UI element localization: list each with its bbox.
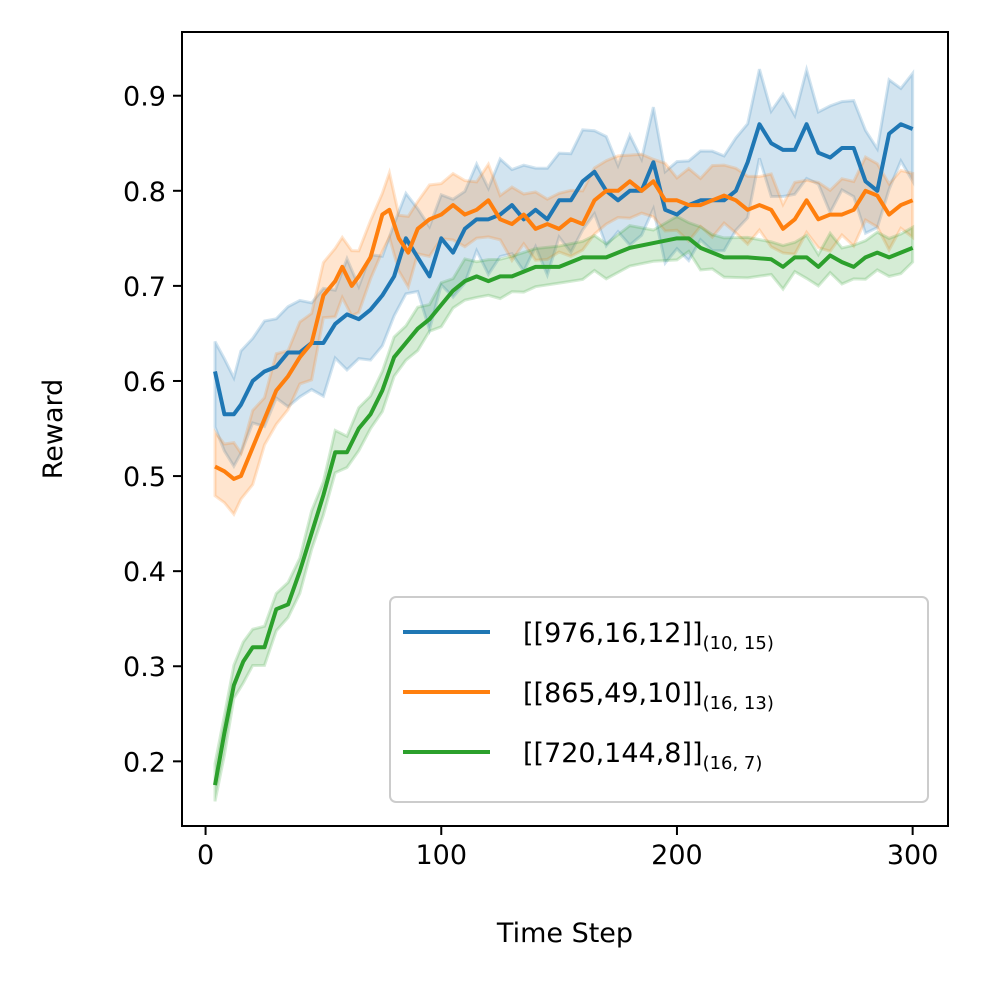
y-tick-label: 0.5	[123, 462, 166, 493]
x-tick-label: 200	[651, 840, 703, 871]
confidence-band-1	[213, 152, 915, 518]
y-tick-label: 0.6	[123, 367, 166, 398]
x-axis-label: Time Step	[496, 918, 633, 949]
plot-frame	[181, 31, 949, 827]
legend-label-0: [[976,16,12]](10, 15)	[523, 618, 774, 654]
series-line-0	[213, 122, 914, 417]
series-line-1	[214, 179, 914, 481]
legend-label-2: [[720,144,8]](16, 7)	[523, 738, 762, 774]
y-axis-label: Reward	[38, 379, 69, 480]
confidence-band-2	[213, 214, 915, 802]
legend: [[976,16,12]](10, 15) [[865,49,10]](16, 1…	[389, 596, 929, 803]
x-tick-label: 300	[887, 840, 939, 871]
y-tick-label: 0.8	[123, 177, 166, 208]
series-line-2	[213, 236, 914, 786]
y-tick-label: 0.4	[123, 557, 166, 588]
x-tick-label: 0	[197, 840, 214, 871]
y-tick-label: 0.3	[123, 652, 166, 683]
y-tick-label: 0.2	[123, 747, 166, 778]
x-tick-label: 100	[415, 840, 467, 871]
y-tick-label: 0.9	[123, 82, 166, 113]
legend-label-1: [[865,49,10]](16, 13)	[523, 678, 774, 714]
y-tick-label: 0.7	[123, 272, 166, 303]
